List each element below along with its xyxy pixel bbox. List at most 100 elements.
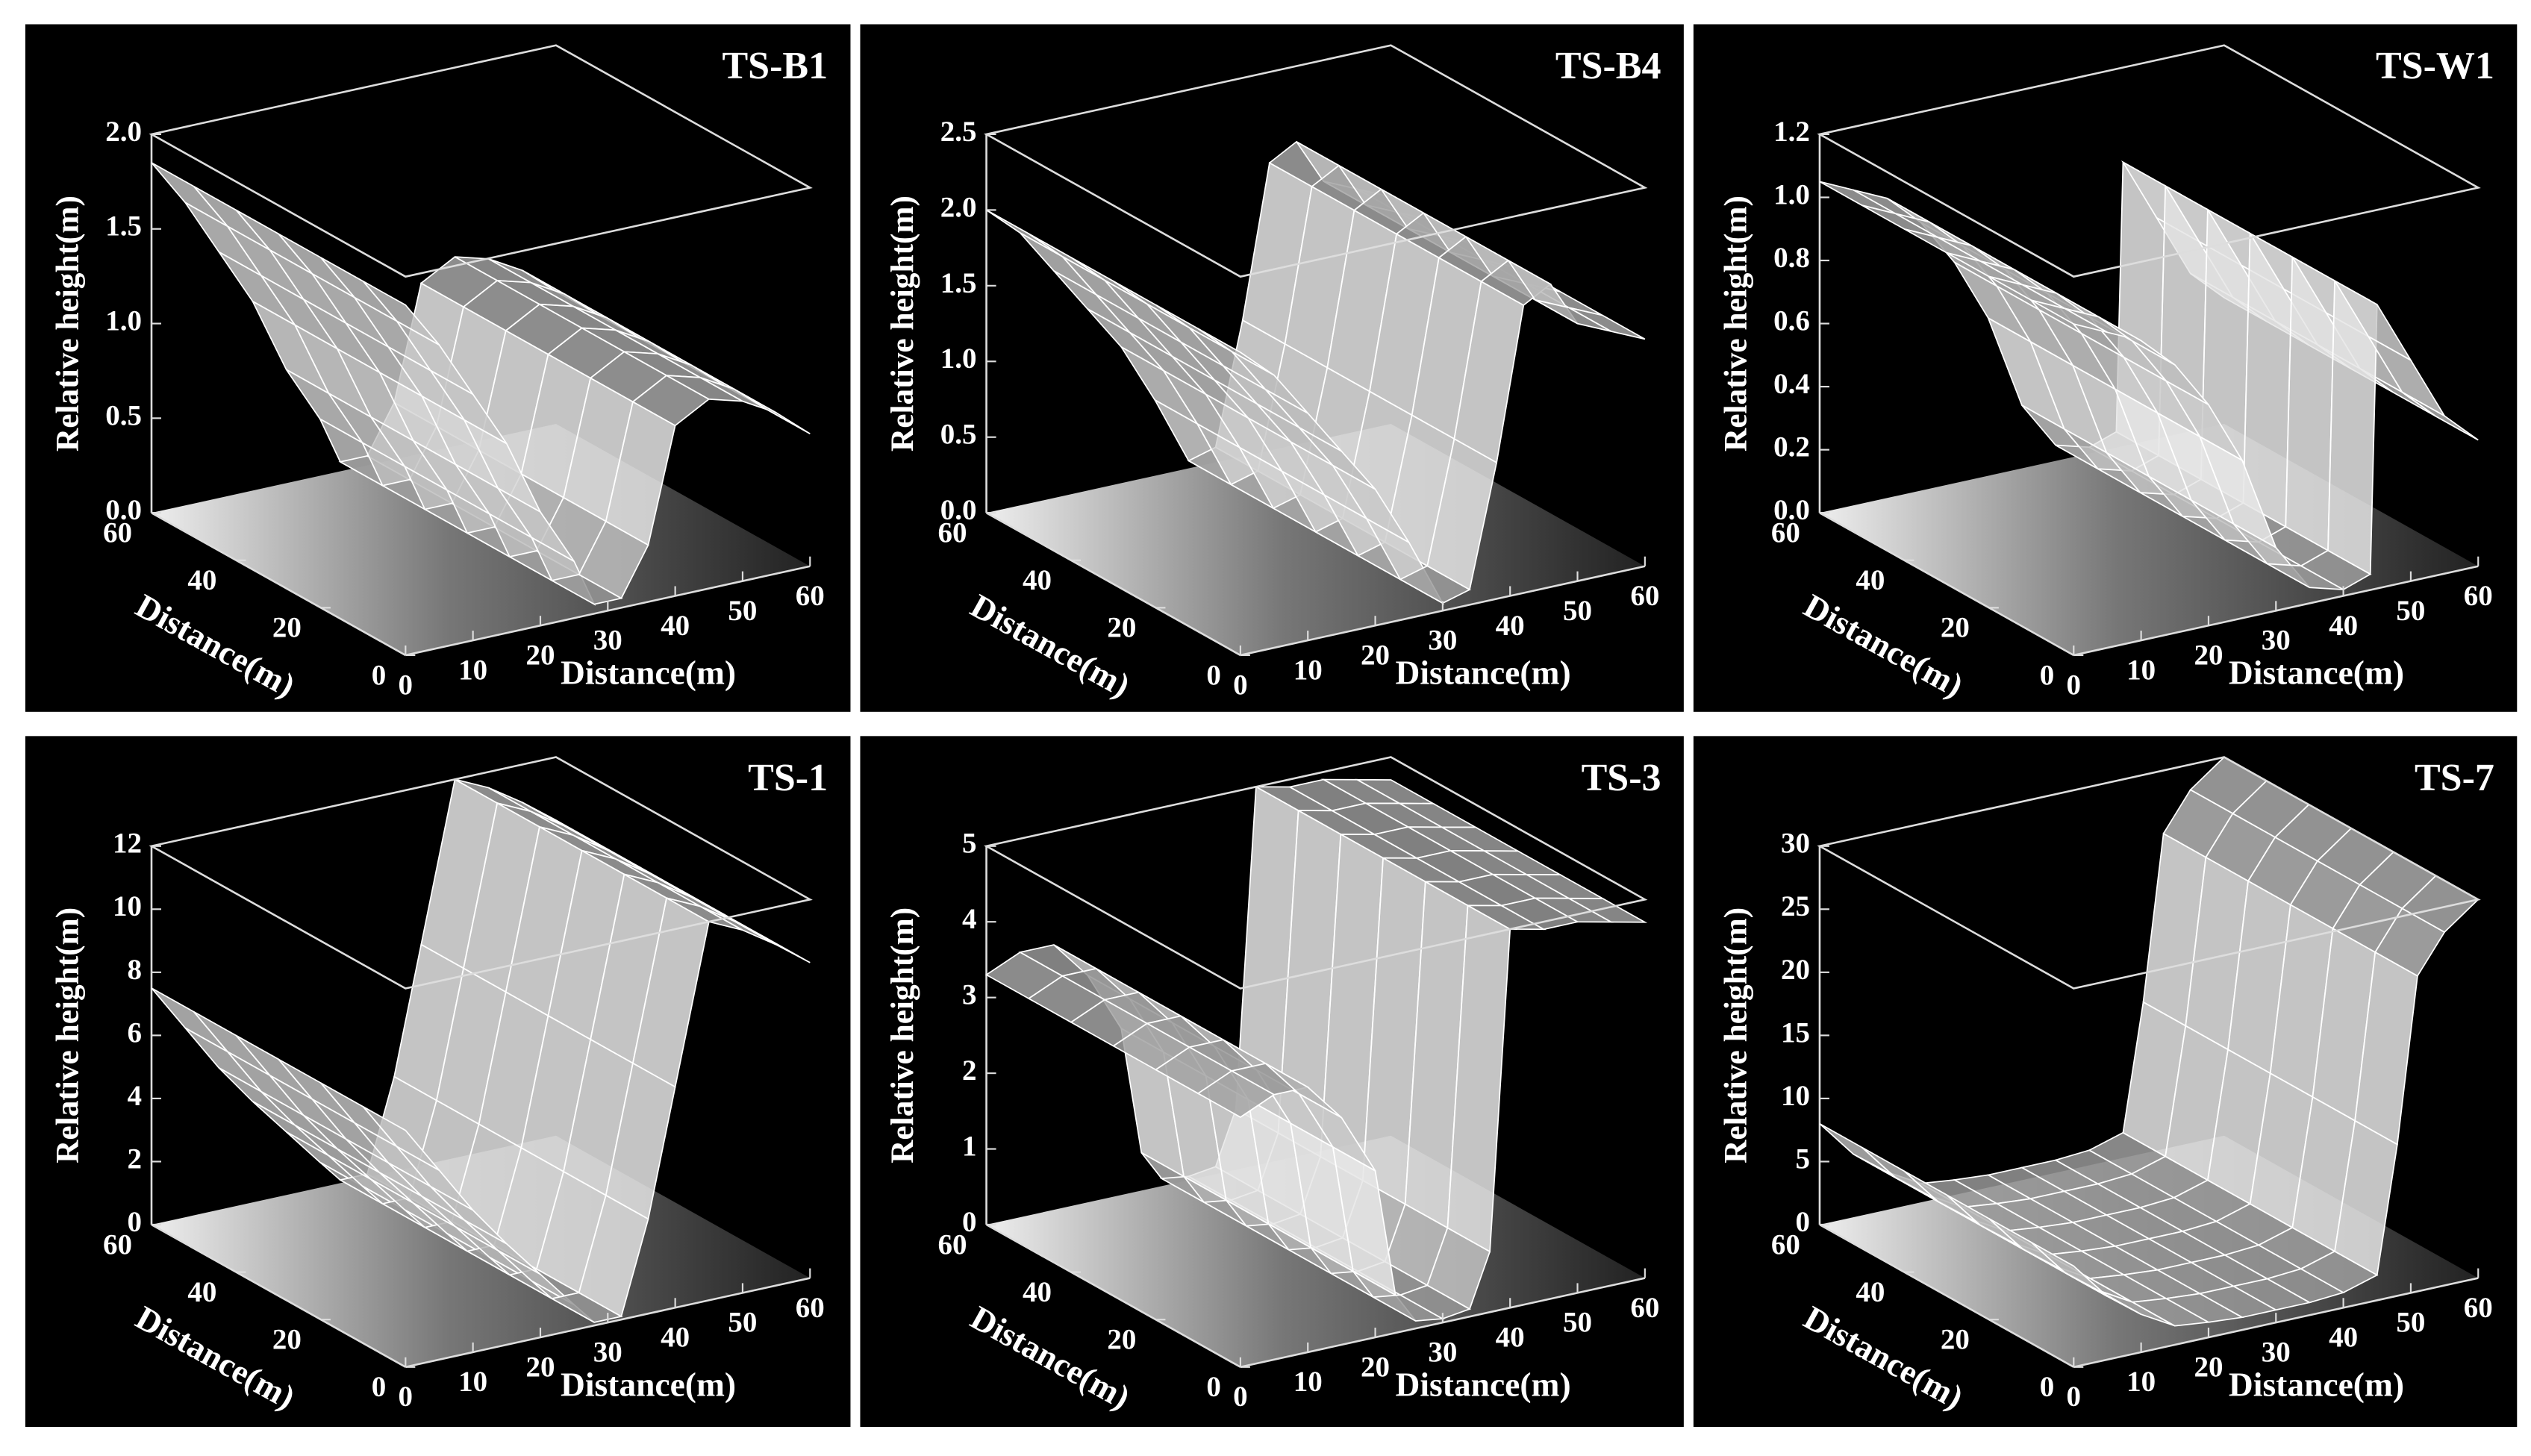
surface-cell: [1566, 897, 1648, 923]
x-tick-label: 0: [2067, 669, 2082, 701]
z-axis-label: Relative height(m): [50, 907, 86, 1163]
y-tick-label: 60: [1771, 1228, 1800, 1260]
z-tick-label: 0.0: [105, 494, 142, 526]
x-tick-label: 40: [661, 1322, 690, 1354]
z-tick-label: 12: [113, 828, 142, 860]
z-tick-label: 2.0: [940, 191, 977, 223]
z-tick-label: 1.2: [1773, 116, 1810, 148]
x-axis-label: Distance(m): [561, 1365, 736, 1403]
z-tick-label: 0: [127, 1206, 142, 1238]
box-top: [149, 756, 813, 990]
x-tick-label: 50: [1563, 1307, 1592, 1339]
box-top: [983, 756, 1648, 990]
z-tick-label: 0.8: [1773, 242, 1810, 274]
z-tick-label: 8: [127, 954, 142, 986]
z-tick-label: 0.0: [940, 494, 977, 526]
panel-title: TS-3: [1582, 757, 1661, 799]
y-axis: [151, 512, 406, 657]
y-tick-label: 20: [272, 612, 302, 644]
box-top: [1817, 756, 2481, 990]
z-tick-label: 30: [1781, 828, 1810, 860]
z-tick-label: 0.5: [940, 419, 977, 451]
x-tick-label: 60: [796, 580, 825, 612]
z-tick-label: 10: [113, 890, 142, 922]
panel-title: TS-7: [2415, 757, 2494, 799]
x-axis-label: Distance(m): [2229, 654, 2404, 692]
z-tick-label: 0: [1795, 1206, 1810, 1238]
x-tick-label: 50: [1563, 595, 1592, 627]
z-axis-label: Relative height(m): [884, 196, 920, 452]
x-tick-label: 50: [2396, 595, 2425, 627]
y-axis: [1819, 512, 2074, 657]
box-top: [149, 44, 813, 278]
y-tick-label: 40: [1023, 1276, 1052, 1308]
x-tick-label: 0: [399, 669, 413, 701]
x-tick-label: 40: [1496, 1322, 1525, 1354]
z-tick-label: 4: [962, 903, 977, 935]
z-tick-label: 1.0: [105, 305, 142, 337]
x-axis-label: Distance(m): [1396, 1365, 1571, 1403]
x-tick-label: 0: [1233, 669, 1248, 701]
panel-title: TS-B4: [1555, 45, 1661, 87]
x-tick-label: 60: [2464, 1292, 2493, 1324]
y-tick-label: 40: [187, 1276, 216, 1308]
x-tick-label: 10: [458, 654, 487, 686]
y-tick-label: 0: [2040, 1371, 2055, 1403]
x-tick-label: 40: [2329, 1322, 2358, 1354]
y-tick-label: 0: [372, 1371, 387, 1403]
y-tick-label: 40: [1856, 1276, 1885, 1308]
x-tick-label: 40: [1496, 610, 1525, 642]
y-tick-label: 60: [103, 1228, 132, 1260]
y-tick-label: 40: [1023, 564, 1052, 596]
z-tick-label: 0: [962, 1206, 977, 1238]
x-tick-label: 20: [2194, 640, 2223, 672]
x-tick-label: 40: [661, 610, 690, 642]
y-tick-label: 0: [1206, 1371, 1221, 1403]
surface-cell: [1568, 307, 1646, 340]
x-tick-label: 20: [2194, 1351, 2223, 1383]
x-axis-label: Distance(m): [2229, 1365, 2404, 1403]
x-tick-label: 0: [2067, 1381, 2082, 1413]
x-tick-label: 30: [1428, 625, 1457, 657]
z-tick-label: 1.5: [940, 267, 977, 299]
x-axis-label: Distance(m): [561, 654, 736, 692]
z-tick-label: 2: [962, 1054, 977, 1087]
z-tick-label: 4: [127, 1080, 142, 1112]
x-axis-label: Distance(m): [1396, 654, 1571, 692]
x-tick-label: 10: [2126, 1366, 2156, 1398]
x-tick-label: 0: [1233, 1381, 1248, 1413]
x-tick-label: 50: [2396, 1307, 2425, 1339]
x-tick-label: 30: [1428, 1336, 1457, 1368]
y-tick-label: 0: [1206, 659, 1221, 691]
x-tick-label: 10: [458, 1366, 487, 1398]
z-tick-label: 0.4: [1773, 368, 1810, 400]
z-tick-label: 0.2: [1773, 431, 1810, 463]
z-tick-label: 1.0: [940, 343, 977, 375]
panel: 0.0 0.2 0.4 0.6 0.8 1.0 1.2 0 10 20 30 40 50 60 0 20 40 6…: [1693, 24, 2518, 712]
y-tick-label: 60: [1771, 516, 1800, 549]
z-tick-label: 2.0: [105, 116, 142, 148]
surface-cell: [2401, 391, 2479, 441]
z-tick-label: 15: [1781, 1016, 1810, 1049]
x-tick-label: 20: [1361, 640, 1390, 672]
z-tick-label: 2.5: [940, 116, 977, 148]
panel-title: TS-1: [748, 757, 828, 799]
z-tick-label: 20: [1781, 954, 1810, 986]
y-axis: [985, 512, 1241, 657]
y-tick-label: 40: [187, 564, 216, 596]
x-tick-label: 20: [1361, 1351, 1390, 1383]
y-tick-label: 20: [1107, 1323, 1136, 1355]
z-tick-label: 25: [1781, 890, 1810, 922]
x-tick-label: 20: [525, 1351, 555, 1383]
z-tick-label: 10: [1781, 1080, 1810, 1112]
y-tick-label: 60: [938, 516, 967, 549]
x-tick-label: 60: [1630, 1292, 1659, 1324]
x-tick-label: 0: [399, 1381, 413, 1413]
z-tick-label: 2: [127, 1143, 142, 1175]
y-tick-label: 20: [1941, 612, 1970, 644]
y-axis: [1819, 1223, 2074, 1368]
